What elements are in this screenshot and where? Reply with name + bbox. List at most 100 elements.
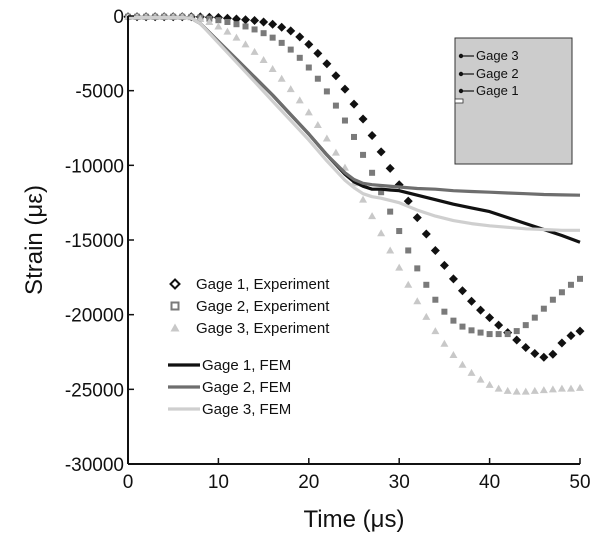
x-tick-label: 50 xyxy=(569,472,590,493)
plot-area xyxy=(123,12,585,395)
data-point xyxy=(566,384,575,392)
data-point xyxy=(531,314,538,321)
data-point xyxy=(332,102,339,109)
data-point xyxy=(558,289,565,296)
data-point xyxy=(277,74,286,82)
inset-label-gage-3: Gage 3 xyxy=(476,48,519,63)
data-point xyxy=(305,64,312,71)
data-point xyxy=(457,286,467,296)
data-point xyxy=(431,327,440,335)
data-point xyxy=(494,320,504,330)
legend-label: Gage 3, FEM xyxy=(202,401,291,418)
legend-label: Gage 1, FEM xyxy=(202,357,291,374)
legend-marker xyxy=(170,323,180,332)
data-point xyxy=(548,349,558,359)
data-point xyxy=(215,17,222,24)
data-point xyxy=(504,331,511,338)
data-point xyxy=(432,296,439,303)
data-point xyxy=(458,360,467,368)
y-tick-label: -30000 xyxy=(65,455,124,476)
data-point xyxy=(340,84,350,94)
data-point xyxy=(567,281,574,288)
inset-label-gage-1: Gage 1 xyxy=(476,83,519,98)
data-point xyxy=(405,247,412,254)
series-line xyxy=(128,15,580,232)
legend-item: Gage 1, Experiment xyxy=(169,276,330,293)
data-point xyxy=(485,380,494,388)
data-point xyxy=(376,147,386,157)
data-point xyxy=(359,195,368,203)
data-point xyxy=(395,263,404,271)
data-point xyxy=(539,352,549,362)
y-tick-label: -25000 xyxy=(65,380,124,401)
data-point xyxy=(259,56,268,64)
data-point xyxy=(540,305,547,312)
legend-label: Gage 1, Experiment xyxy=(196,276,330,293)
data-point xyxy=(296,54,303,61)
legend-item: Gage 2, Experiment xyxy=(170,298,330,315)
inset-panel xyxy=(454,37,573,165)
data-point xyxy=(412,213,422,223)
data-point xyxy=(269,34,276,41)
data-point xyxy=(448,274,458,284)
x-tick-label: 30 xyxy=(389,472,410,493)
y-ticks: 0 -5000 -10000 -15000 -20000 -25000 -30000 xyxy=(65,7,134,476)
data-point xyxy=(331,148,340,156)
data-point xyxy=(196,14,205,22)
data-point xyxy=(278,39,285,46)
data-point xyxy=(477,329,484,336)
inset-gage-3: Gage 3 xyxy=(458,48,519,63)
x-ticks: 0 10 20 30 40 50 xyxy=(123,458,591,493)
data-point xyxy=(512,387,521,395)
x-tick-label: 40 xyxy=(479,472,500,493)
data-point xyxy=(313,121,322,129)
data-point xyxy=(214,22,223,30)
data-point xyxy=(313,48,323,58)
y-tick-label: -5000 xyxy=(75,82,124,103)
data-point xyxy=(341,117,348,124)
data-point xyxy=(575,326,585,336)
data-point xyxy=(369,169,376,176)
legend-item: Gage 3, Experiment xyxy=(170,320,330,337)
y-tick-label: 0 xyxy=(113,7,124,28)
data-point xyxy=(242,23,249,30)
data-point xyxy=(250,15,260,25)
data-point xyxy=(233,21,240,28)
data-point xyxy=(449,350,458,358)
data-point xyxy=(450,317,457,324)
data-point xyxy=(331,71,341,81)
data-point xyxy=(387,208,394,215)
data-point xyxy=(351,133,357,140)
data-point xyxy=(459,323,466,330)
legend-item: Gage 1, FEM xyxy=(168,357,291,374)
data-point xyxy=(322,134,331,142)
data-point xyxy=(241,40,250,48)
data-point xyxy=(286,26,296,36)
inset-gage-2: Gage 2 xyxy=(458,66,519,81)
data-point xyxy=(314,75,321,82)
legend-label: Gage 3, Experiment xyxy=(196,320,330,337)
x-tick-label: 0 xyxy=(123,472,134,493)
data-point xyxy=(566,331,576,341)
series-gage-3-fem xyxy=(128,15,580,232)
data-point xyxy=(503,386,512,394)
data-point xyxy=(521,387,530,395)
data-point xyxy=(549,296,556,303)
data-point xyxy=(224,18,231,25)
x-axis-title: Time (μs) xyxy=(304,506,405,533)
data-point xyxy=(576,383,584,391)
data-point xyxy=(358,114,368,124)
inset-gage-diagram: Gage 3 Gage 2 Gage 1 xyxy=(454,37,573,165)
data-point xyxy=(513,328,520,335)
data-point xyxy=(277,22,287,32)
y-tick-label: -15000 xyxy=(65,231,124,252)
data-point xyxy=(440,339,449,347)
data-point xyxy=(360,151,367,158)
legend-marker xyxy=(169,278,181,290)
legend-item: Gage 3, FEM xyxy=(168,401,291,418)
data-point xyxy=(396,228,403,235)
data-point xyxy=(223,27,232,35)
data-point xyxy=(403,196,413,206)
data-point xyxy=(539,386,548,394)
data-point xyxy=(268,65,277,73)
